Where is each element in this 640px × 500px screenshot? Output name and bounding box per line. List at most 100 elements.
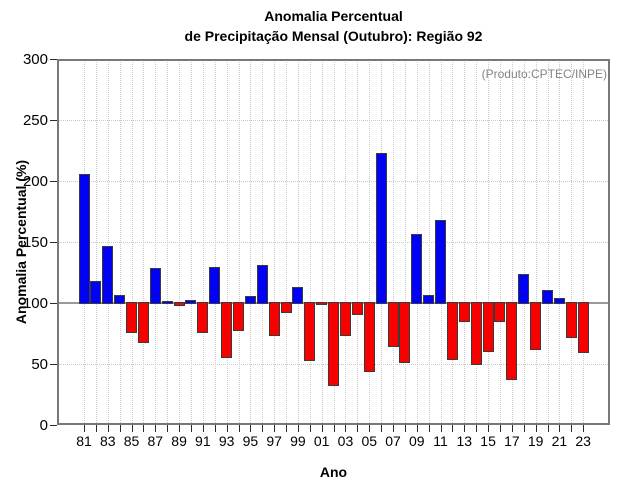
y-tick-label-100: 100: [22, 295, 48, 312]
y-tick-200: [50, 181, 57, 182]
x-tick-label-91: 91: [195, 433, 211, 449]
horizontal-gridline-200: [57, 181, 610, 182]
bar-16: [494, 302, 506, 323]
y-tick-label-250: 250: [22, 112, 48, 129]
y-tick-50: [50, 364, 57, 365]
bar-02: [328, 302, 340, 386]
chart-title-line2: de Precipitação Mensal (Outubro): Região…: [184, 28, 483, 44]
x-tick-22: [571, 425, 573, 432]
bar-15: [482, 302, 494, 352]
bar-01: [316, 302, 328, 306]
bar-97: [268, 302, 280, 336]
bar-05: [363, 302, 375, 373]
horizontal-gridline-250: [57, 120, 610, 121]
x-tick-96: [262, 425, 264, 432]
bar-91: [197, 302, 209, 334]
x-tick-label-07: 07: [385, 433, 401, 449]
y-tick-300: [50, 59, 57, 60]
x-tick-label-93: 93: [218, 433, 235, 449]
bar-18: [518, 273, 530, 304]
x-tick-label-03: 03: [337, 433, 354, 449]
x-tick-19: [535, 425, 537, 432]
bar-86: [137, 302, 149, 344]
bar-17: [506, 302, 518, 380]
x-tick-label-89: 89: [171, 433, 187, 449]
bar-94: [233, 302, 244, 331]
x-tick-21: [559, 425, 561, 432]
bar-87: [149, 267, 161, 304]
x-tick-90: [190, 425, 192, 432]
x-tick-label-83: 83: [99, 433, 116, 449]
bar-99: [292, 287, 304, 304]
x-tick-08: [404, 425, 406, 432]
bar-10: [423, 294, 435, 304]
x-tick-label-09: 09: [408, 433, 425, 449]
bar-12: [446, 302, 458, 361]
bar-84: [114, 294, 126, 304]
y-tick-150: [50, 242, 57, 243]
bar-92: [209, 266, 221, 304]
x-tick-97: [274, 425, 276, 432]
x-tick-06: [381, 425, 383, 432]
x-tick-83: [107, 425, 109, 432]
bar-83: [102, 245, 114, 304]
x-tick-84: [119, 425, 121, 432]
horizontal-gridline-150: [57, 242, 610, 243]
x-tick-09: [416, 425, 418, 432]
x-tick-07: [393, 425, 394, 432]
x-tick-label-13: 13: [456, 433, 473, 449]
x-tick-20: [547, 425, 549, 432]
bar-23: [577, 302, 589, 353]
x-tick-91: [202, 425, 204, 432]
bar-88: [161, 301, 173, 304]
bar-14: [470, 302, 482, 365]
y-tick-250: [50, 120, 57, 121]
x-tick-label-05: 05: [361, 433, 378, 449]
x-tick-label-99: 99: [290, 433, 306, 449]
x-tick-93: [226, 425, 228, 432]
y-tick-label-300: 300: [22, 51, 48, 68]
x-tick-label-97: 97: [266, 433, 282, 449]
x-tick-04: [357, 425, 359, 432]
x-tick-05: [369, 425, 371, 432]
bar-11: [435, 220, 447, 304]
bar-03: [339, 302, 351, 336]
x-tick-15: [488, 425, 490, 432]
bar-09: [411, 233, 423, 304]
x-tick-94: [238, 425, 240, 432]
y-tick-label-150: 150: [22, 234, 48, 251]
bar-95: [244, 295, 256, 304]
bar-21: [553, 298, 565, 304]
product-annotation: (Produto:CPTEC/INPE): [481, 67, 607, 81]
bar-07: [387, 302, 399, 347]
x-tick-10: [428, 425, 430, 432]
y-tick-0: [50, 425, 57, 426]
x-tick-00: [309, 425, 311, 432]
x-tick-label-11: 11: [433, 433, 448, 449]
x-tick-label-15: 15: [480, 433, 496, 449]
bar-06: [375, 153, 387, 304]
x-tick-16: [499, 425, 501, 432]
bar-93: [221, 302, 233, 358]
x-tick-81: [84, 425, 85, 432]
x-tick-label-87: 87: [147, 433, 164, 449]
x-tick-86: [143, 425, 145, 432]
bar-19: [530, 302, 542, 351]
bar-04: [351, 302, 363, 315]
bar-82: [90, 281, 102, 304]
x-tick-17: [511, 425, 513, 432]
x-tick-14: [476, 425, 478, 432]
x-tick-11: [440, 425, 442, 432]
x-tick-label-95: 95: [242, 433, 259, 449]
x-tick-89: [179, 425, 181, 432]
x-tick-label-81: 81: [76, 433, 92, 449]
x-tick-18: [523, 425, 525, 432]
y-tick-label-50: 50: [31, 356, 48, 373]
x-tick-95: [250, 425, 252, 432]
x-tick-12: [452, 425, 454, 432]
bar-98: [280, 302, 292, 313]
x-tick-88: [167, 425, 169, 432]
bar-90: [185, 299, 197, 304]
x-tick-03: [345, 425, 347, 432]
